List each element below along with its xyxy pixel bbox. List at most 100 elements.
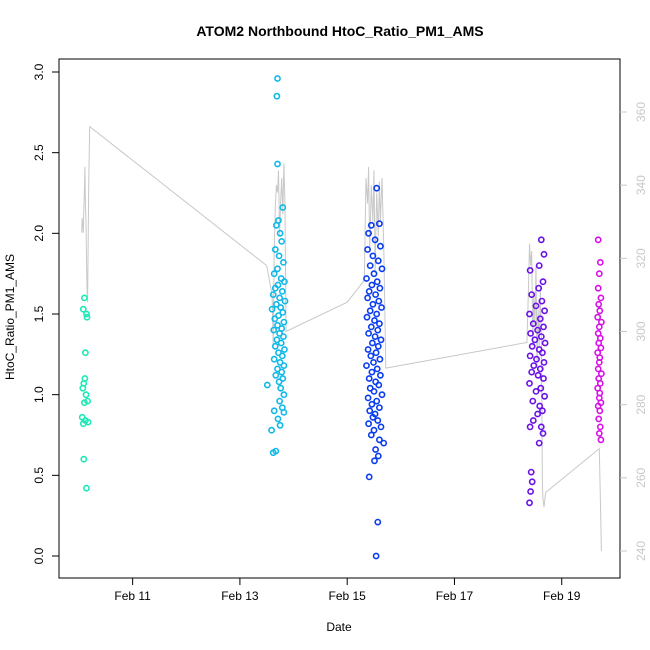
data-point-s3-53 [375,404,383,411]
data-point-s3-52 [368,400,376,408]
data-point-s3-9 [374,257,382,265]
y2-tick-label-5: 320 [634,248,648,268]
data-point-s5-2 [596,258,604,266]
secondary-series-line [81,125,602,552]
data-point-s3-4 [365,229,372,237]
data-point-s4-47 [526,499,533,507]
x-tick-label-4: Feb 17 [436,589,474,603]
data-point-s3-24 [373,310,381,318]
x-tick-label-2: Feb 13 [221,589,259,603]
data-point-s2-36 [271,342,279,350]
data-point-s3-39 [370,358,377,366]
data-point-s2-33 [279,333,287,340]
data-point-s3-6 [376,242,384,250]
data-point-s3-66 [371,457,378,465]
data-point-s3-16 [376,284,384,292]
data-point-s4-44 [527,468,535,476]
data-point-s3-25 [363,313,371,321]
data-point-s3-20 [375,297,383,305]
data-point-s3-68 [374,518,382,526]
data-point-s2-28 [280,318,288,326]
data-point-s3-32 [377,336,385,344]
data-point-s2-12 [274,265,281,273]
data-point-s2-18 [278,287,286,295]
y-axis-label: HtoC_Ratio_PM1_AMS [3,254,17,380]
data-point-s2-13 [270,270,278,278]
data-point-s5-21 [596,379,604,387]
data-point-s4-19 [541,339,549,347]
data-point-s3-60 [370,426,378,434]
data-point-s2-45 [272,371,280,379]
y-tick-label-3: 1.0 [32,386,46,403]
y-tick-label-1: 0.0 [32,547,46,564]
x-axis-label: Date [326,620,352,634]
data-point-s4-45 [528,478,536,486]
data-point-s1-11 [81,399,88,407]
y-tick-label-2: 0.5 [32,467,46,484]
data-point-s3-30 [365,329,372,337]
data-point-s3-49 [378,391,386,399]
data-point-s3-50 [364,394,372,402]
data-point-s3-57 [374,417,382,424]
data-point-s2-3 [274,160,281,168]
data-point-s5-10 [595,323,603,331]
data-point-s2-42 [280,362,288,369]
y-tick-label-4: 1.5 [32,305,46,322]
data-point-s2-34 [273,336,281,344]
data-point-s2-48 [263,381,271,389]
data-point-s5-31 [597,436,605,444]
data-point-s3-47 [366,384,374,392]
points-layer [78,75,605,560]
data-point-s1-3 [83,310,90,318]
data-point-s4-34 [541,392,548,400]
data-point-s3-63 [380,439,388,447]
data-point-s1-1 [81,294,88,302]
data-point-s4-10 [541,307,548,315]
x-tick-label-5: Feb 19 [543,589,581,603]
data-point-s3-23 [366,307,374,315]
data-point-s3-7 [364,246,371,253]
data-point-s2-9 [271,246,279,253]
data-point-s2-22 [272,300,280,308]
data-point-s3-31 [371,333,379,340]
data-point-s4-8 [538,297,546,305]
data-point-s2-46 [279,375,287,382]
data-point-s4-38 [534,410,541,418]
data-point-s4-31 [526,379,533,387]
data-point-s3-1 [373,184,381,192]
data-point-s4-15 [534,326,541,334]
data-point-s4-17 [537,333,545,340]
data-point-s1-8 [79,384,87,392]
x-tick-label-3: Feb 15 [329,589,367,603]
axes-layer: Feb 11 Feb 13 Feb 15 Feb 17 Feb 19 0.0 0.5 1.0 1… [32,58,648,603]
data-point-s4-9 [532,302,540,310]
y2-tick-label-2: 260 [634,468,648,488]
data-point-s5-8 [594,313,602,321]
data-point-s2-47 [275,378,283,386]
data-point-s5-7 [596,307,604,315]
data-point-s3-19 [364,294,371,302]
data-point-s3-3 [375,220,383,228]
data-point-s4-35 [529,397,537,405]
data-point-s3-58 [365,420,372,428]
data-point-s4-43 [535,439,543,447]
data-point-s4-30 [540,375,547,382]
data-point-s2-59 [269,449,277,457]
data-point-s3-37 [367,352,375,360]
data-point-s5-1 [594,236,602,244]
data-point-s3-22 [378,304,385,311]
data-point-s4-27 [536,365,544,373]
data-point-s3-18 [372,291,379,298]
data-point-s4-6 [535,284,543,292]
data-point-s3-21 [369,300,377,308]
data-point-s3-41 [373,365,381,373]
data-point-s2-2 [273,92,281,100]
data-point-s2-10 [275,252,283,260]
data-point-s1-16 [80,455,88,463]
data-point-s3-64 [372,446,379,453]
data-point-s3-26 [371,317,378,324]
data-point-s5-6 [595,300,603,308]
data-point-s3-28 [367,323,375,331]
data-point-s2-15 [280,278,288,286]
data-point-s5-5 [597,294,605,302]
